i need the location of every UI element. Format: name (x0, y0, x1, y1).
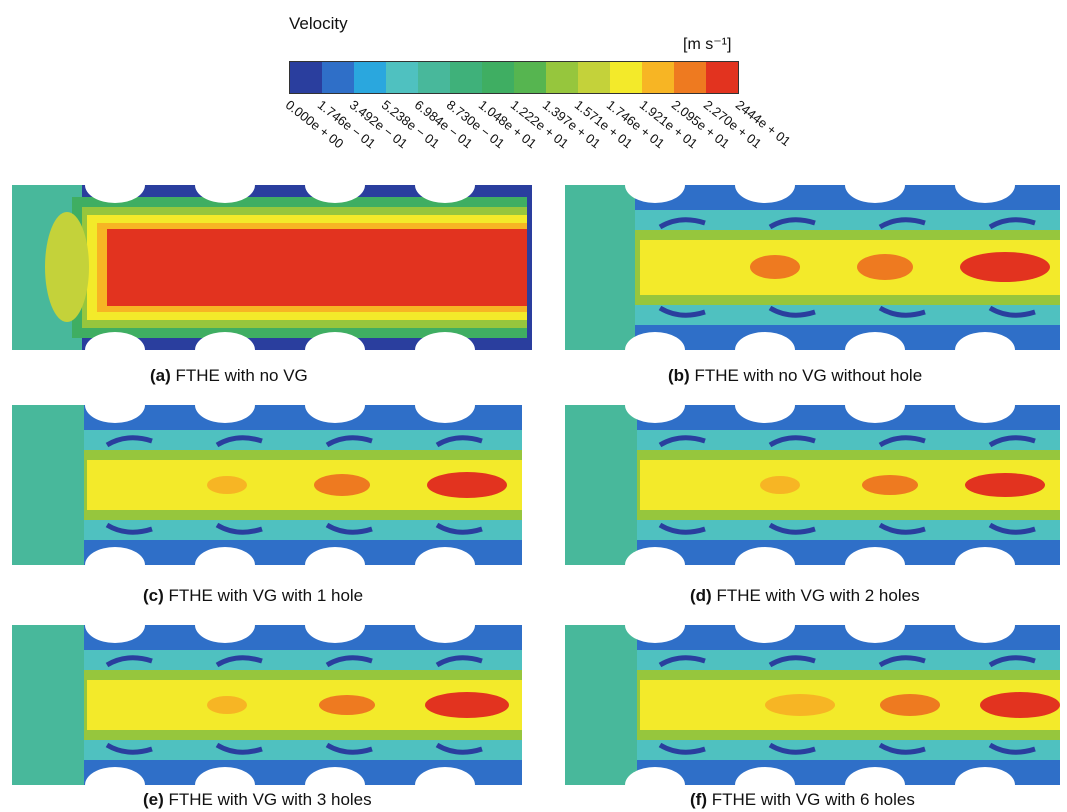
colorbar-swatch (418, 62, 450, 93)
caption-c: (c) FTHE with VG with 1 hole (143, 586, 364, 605)
colorbar-swatch (290, 62, 322, 93)
caption-b: (b) FTHE with no VG without hole (668, 366, 923, 385)
contour-panel-c (12, 405, 522, 565)
colorbar-swatch (610, 62, 642, 93)
colorbar-swatch (386, 62, 418, 93)
colorbar-swatch (578, 62, 610, 93)
contour-panel-e (12, 625, 522, 785)
colorbar-swatch (482, 62, 514, 93)
colorbar-swatch (354, 62, 386, 93)
caption-f: (f) FTHE with VG with 6 holes (690, 790, 915, 809)
colorbar-swatch (322, 62, 354, 93)
contour-panel-f (565, 625, 1060, 785)
colorbar-swatch (674, 62, 706, 93)
contour-panel-d (565, 405, 1060, 565)
caption-d: (d) FTHE with VG with 2 holes (690, 586, 920, 605)
colorbar-swatch (514, 62, 546, 93)
colorbar-swatch (450, 62, 482, 93)
colorbar-unit: [m s⁻¹] (683, 36, 732, 53)
colorbar-swatch (546, 62, 578, 93)
colorbar (289, 61, 739, 94)
colorbar-swatch (642, 62, 674, 93)
caption-a: (a) FTHE with no VG (150, 366, 308, 385)
contour-panel-b (565, 185, 1060, 350)
colorbar-swatch (706, 62, 738, 93)
contour-panel-a (12, 185, 532, 350)
caption-e: (e) FTHE with VG with 3 holes (143, 790, 372, 809)
colorbar-title: Velocity (289, 14, 348, 33)
